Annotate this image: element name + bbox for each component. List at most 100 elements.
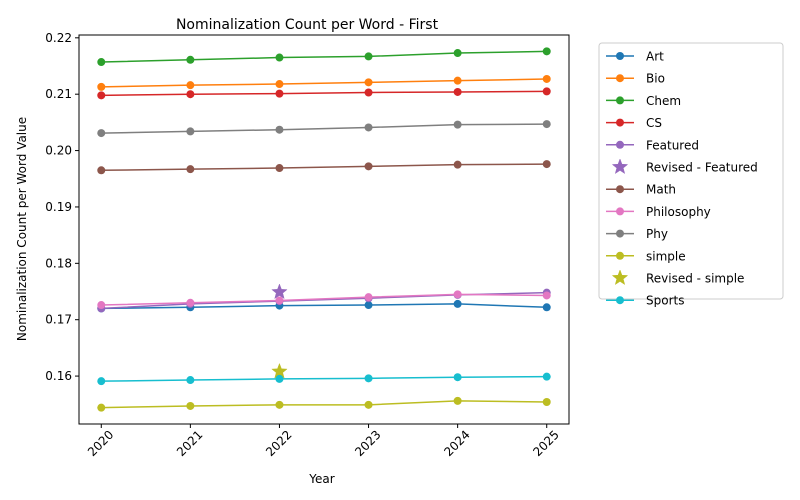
data-point — [275, 53, 284, 62]
data-point — [542, 87, 551, 96]
legend-item: Chem — [606, 94, 681, 108]
legend-label: Chem — [646, 94, 681, 108]
data-point — [364, 301, 373, 310]
y-tick-label: 0.16 — [45, 369, 72, 383]
data-point — [275, 125, 284, 134]
data-point — [453, 299, 462, 308]
data-point — [364, 78, 373, 87]
legend-label: Philosophy — [646, 205, 711, 219]
series-simple — [97, 396, 551, 412]
series-math — [97, 160, 551, 175]
x-tick-label: 2021 — [174, 428, 205, 459]
series-layer — [97, 47, 551, 412]
data-point — [97, 166, 106, 175]
series-cs — [97, 87, 551, 100]
data-point — [97, 91, 106, 100]
legend-item: Featured — [606, 138, 699, 152]
x-axis-label: Year — [308, 472, 334, 486]
data-point — [364, 400, 373, 409]
data-point — [364, 123, 373, 132]
series-line — [101, 303, 547, 310]
legend-star — [611, 158, 629, 175]
data-point — [364, 162, 373, 171]
legend-marker — [616, 229, 624, 238]
x-tick-label: 2020 — [85, 428, 116, 459]
legend-item: Bio — [606, 72, 665, 86]
data-point — [542, 398, 551, 407]
data-point — [542, 120, 551, 129]
data-point — [453, 290, 462, 299]
data-point — [186, 165, 195, 174]
legend-item: simple — [606, 249, 686, 263]
data-point — [275, 164, 284, 173]
series-line — [101, 375, 547, 382]
legend-label: Bio — [646, 72, 665, 86]
data-point — [364, 374, 373, 383]
chart-title: Nominalization Count per Word - First — [176, 17, 439, 33]
data-point — [453, 120, 462, 129]
data-point — [186, 90, 195, 99]
legend: Art Bio Chem CS Featured Revised - Featured Ma… — [598, 42, 784, 308]
star-point — [271, 283, 288, 300]
legend-label: simple — [646, 249, 686, 263]
series-line — [101, 90, 547, 97]
data-point — [453, 49, 462, 58]
x-tick-label: 2025 — [530, 428, 561, 459]
legend-item: Revised - Featured — [611, 158, 758, 175]
series-line — [101, 123, 547, 134]
legend-item: CS — [606, 116, 662, 130]
data-point — [275, 296, 284, 305]
data-point — [453, 160, 462, 169]
legend-label: Phy — [646, 227, 668, 241]
legend-marker — [616, 118, 624, 127]
legend-star — [611, 269, 629, 286]
data-point — [542, 47, 551, 56]
data-point — [364, 88, 373, 97]
data-point — [186, 81, 195, 90]
series-line — [101, 293, 547, 306]
data-point — [97, 301, 106, 310]
y-tick-label: 0.22 — [45, 31, 72, 45]
data-point — [186, 55, 195, 64]
legend-label: Sports — [646, 294, 684, 308]
x-tick-label: 2023 — [352, 428, 383, 459]
series-line — [101, 163, 547, 172]
legend-marker — [616, 96, 624, 105]
legend-label: Revised - Featured — [646, 161, 758, 175]
data-point — [97, 377, 106, 386]
data-point — [97, 403, 106, 412]
legend-label: Math — [646, 183, 676, 197]
data-point — [453, 87, 462, 96]
legend-item: Philosophy — [606, 205, 711, 219]
data-point — [364, 52, 373, 61]
y-tick-label: 0.17 — [45, 313, 72, 327]
legend-item: Phy — [606, 227, 668, 241]
legend-item: Revised - simple — [611, 269, 744, 286]
series-line — [101, 50, 547, 63]
legend-item: Math — [606, 183, 676, 197]
data-point — [542, 160, 551, 169]
legend-marker — [616, 140, 624, 149]
y-axis: 0.16 0.17 0.18 0.19 0.20 0.21 0.22 — [45, 31, 79, 383]
data-point — [542, 74, 551, 83]
legend-frame — [598, 42, 784, 300]
y-tick-label: 0.20 — [45, 144, 72, 158]
data-point — [97, 129, 106, 138]
x-axis: 2020 2021 2022 2023 2024 2025 — [85, 424, 562, 459]
plot-area — [78, 34, 570, 425]
series-sports — [97, 372, 551, 386]
y-tick-label: 0.21 — [45, 87, 72, 101]
data-point — [275, 374, 284, 383]
legend-label: Featured — [646, 138, 699, 152]
data-point — [186, 401, 195, 410]
series-philosophy — [97, 290, 551, 310]
data-point — [97, 58, 106, 67]
data-point — [186, 376, 195, 385]
data-point — [453, 373, 462, 382]
legend-item: Sports — [606, 294, 684, 308]
legend-marker — [616, 251, 624, 260]
data-point — [275, 80, 284, 89]
legend-marker — [616, 52, 624, 60]
legend-marker — [616, 207, 624, 216]
